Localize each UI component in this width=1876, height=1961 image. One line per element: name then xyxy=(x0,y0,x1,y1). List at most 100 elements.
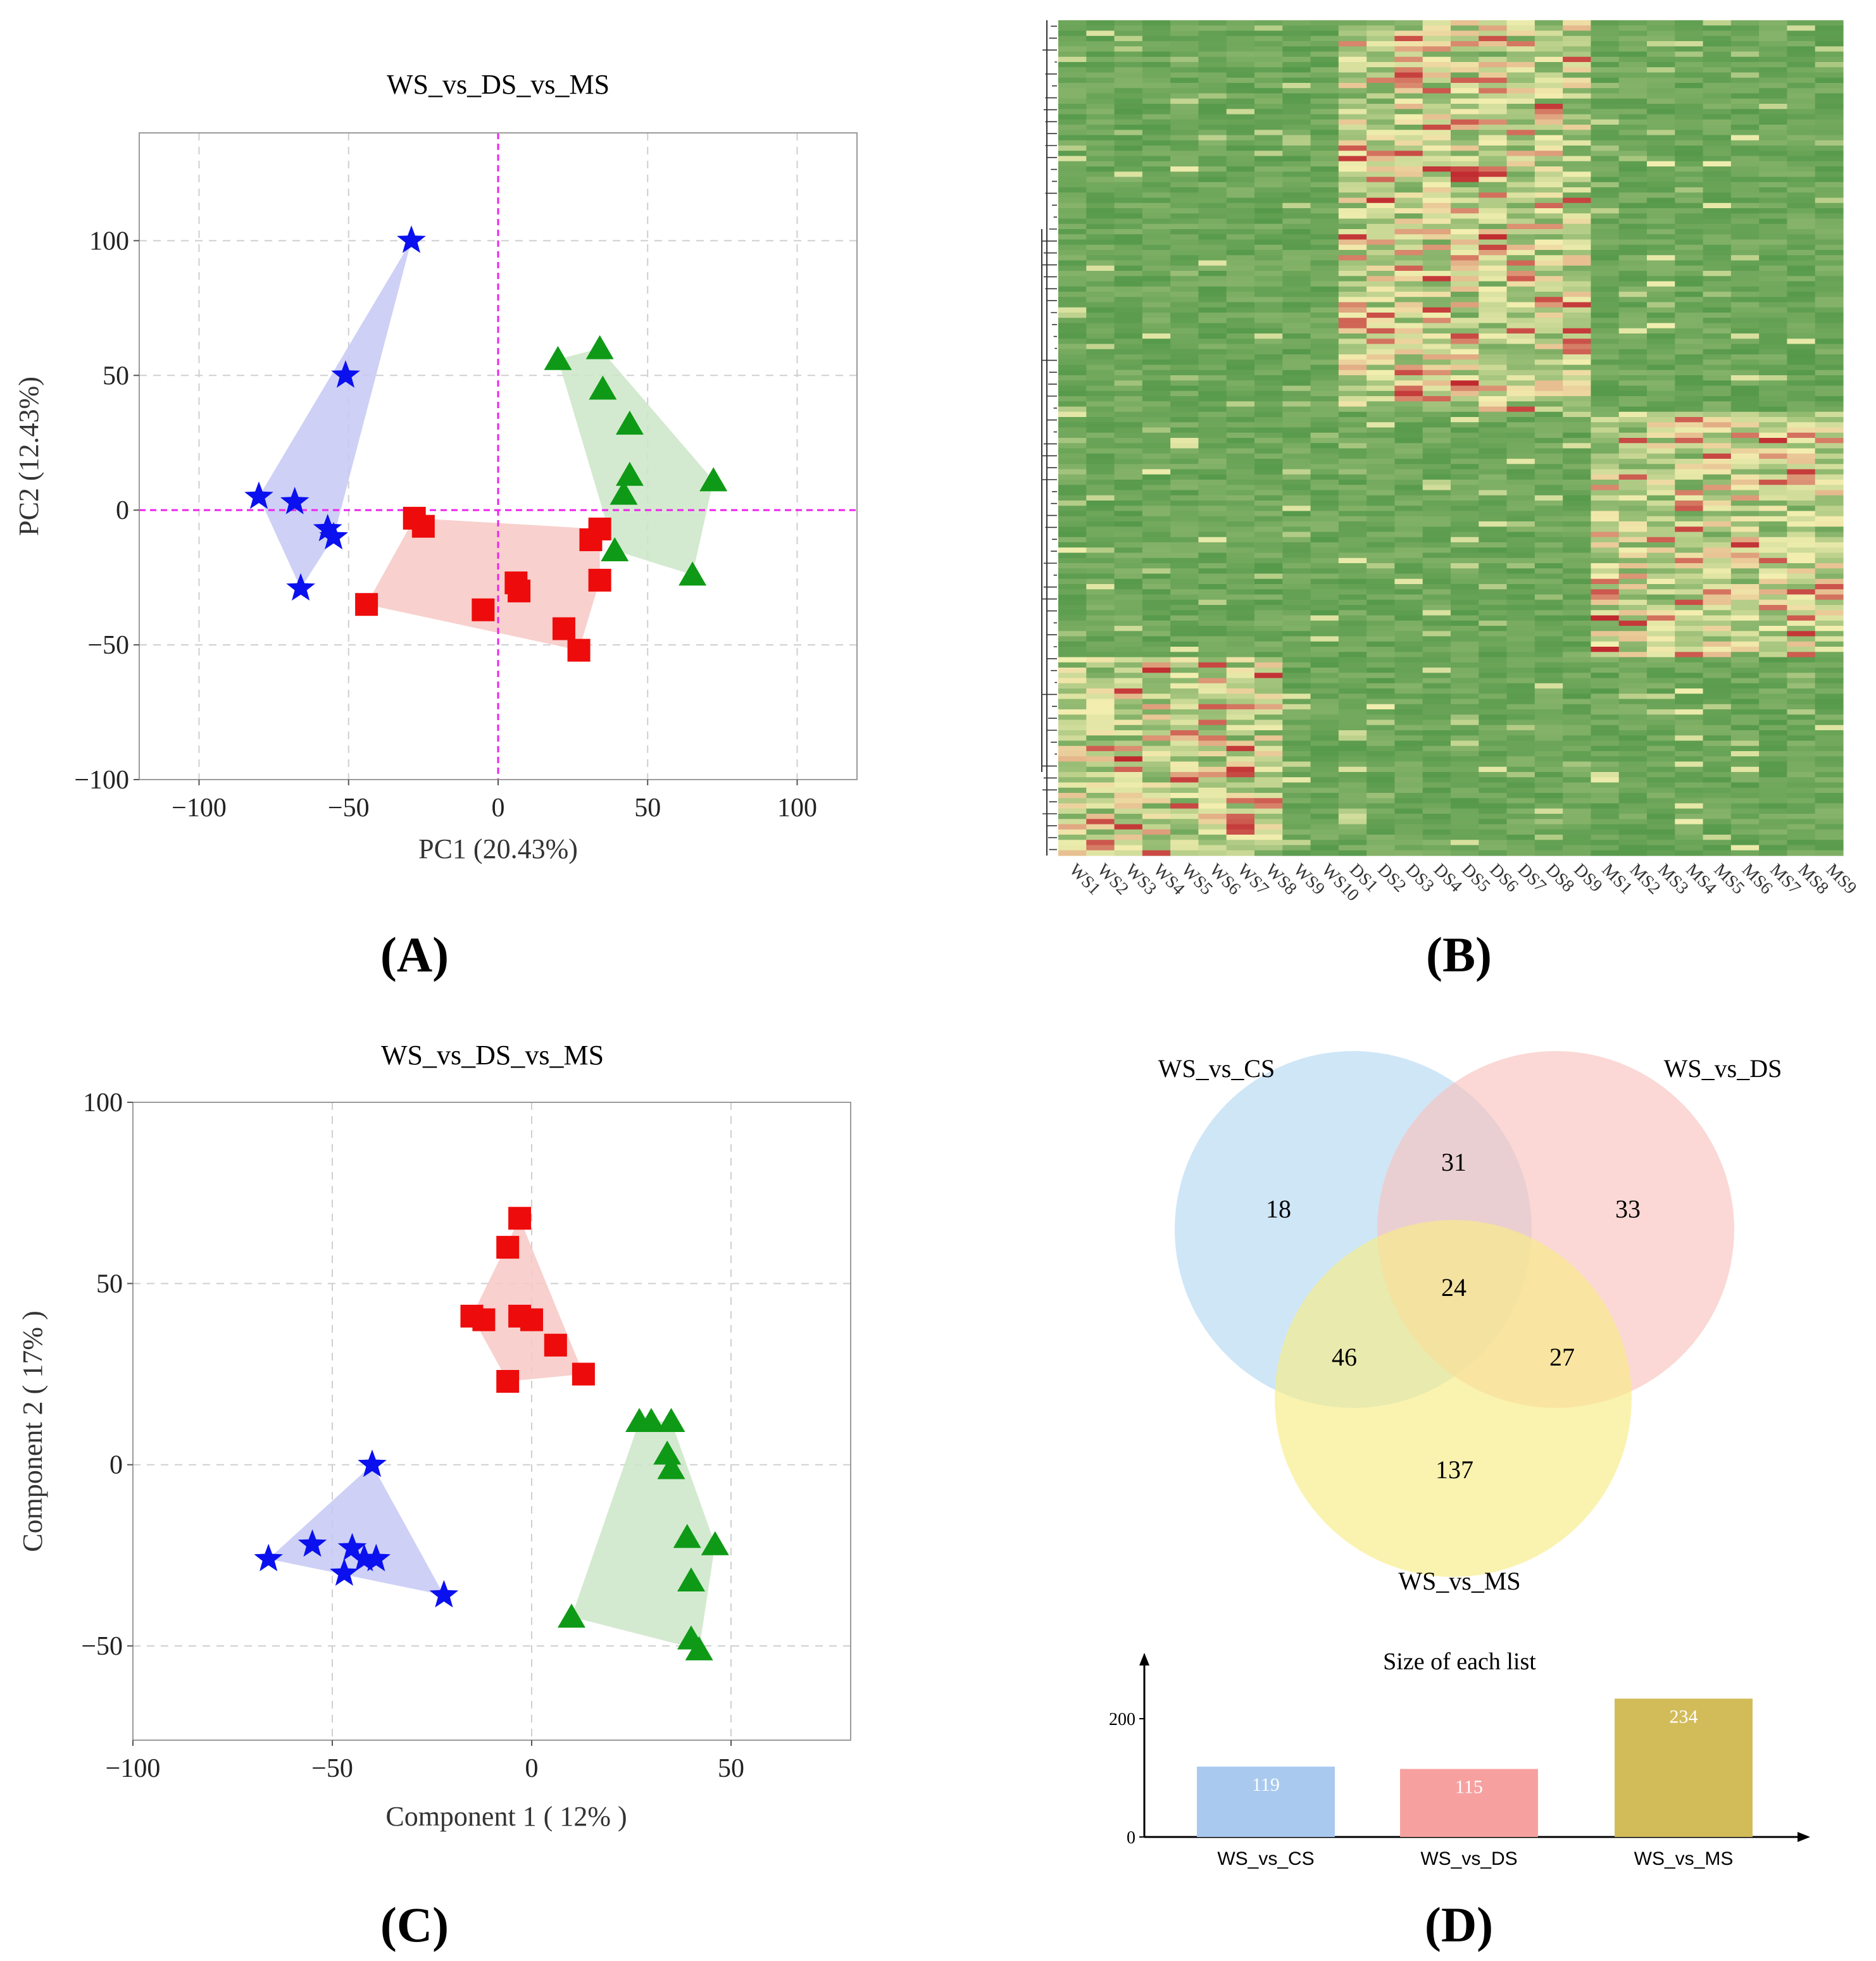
heatmap-cell xyxy=(1366,265,1396,271)
heatmap-cell xyxy=(1451,328,1479,334)
heatmap-cell xyxy=(1591,318,1620,324)
heatmap-cell xyxy=(1058,787,1087,794)
heatmap-cell xyxy=(1394,234,1423,240)
heatmap-cell xyxy=(1618,647,1648,652)
heatmap-cell xyxy=(1591,390,1620,397)
heatmap-cell xyxy=(1618,30,1648,37)
heatmap-cell xyxy=(1058,77,1087,84)
heatmap-cell xyxy=(1282,453,1311,459)
heatmap-cell xyxy=(1563,751,1592,757)
heatmap-cell xyxy=(1815,46,1844,53)
panel-c-label: (C) xyxy=(380,1897,449,1952)
heatmap-cell xyxy=(1647,547,1675,554)
heatmap-cell xyxy=(1618,401,1648,408)
heatmap-cell xyxy=(1787,459,1816,464)
heatmap-cell xyxy=(1338,130,1367,136)
heatmap-cell xyxy=(1422,271,1451,277)
heatmap-cell xyxy=(1394,537,1423,543)
heatmap-cell xyxy=(1703,829,1732,835)
heatmap-cell xyxy=(1563,56,1592,63)
heatmap-cell xyxy=(1759,370,1788,376)
heatmap-cell xyxy=(1618,265,1648,271)
heatmap-cell xyxy=(1787,516,1816,522)
heatmap-cell xyxy=(1338,370,1367,376)
heatmap-cell xyxy=(1198,578,1227,585)
heatmap-cell xyxy=(1506,62,1535,68)
heatmap-cell xyxy=(1506,485,1535,491)
heatmap-cell xyxy=(1506,615,1535,621)
heatmap-cell xyxy=(1591,67,1620,73)
heatmap-cell xyxy=(1730,474,1760,480)
heatmap-cell xyxy=(1282,485,1311,491)
heatmap-cell xyxy=(1703,318,1732,324)
heatmap-cell xyxy=(1422,51,1451,58)
heatmap-cell xyxy=(1675,432,1704,439)
heatmap-cell xyxy=(1479,239,1508,246)
heatmap-cell xyxy=(1394,641,1423,647)
heatmap-cell xyxy=(1310,652,1339,658)
heatmap-cell xyxy=(1142,730,1171,736)
heatmap-cell xyxy=(1114,354,1143,360)
heatmap-cell xyxy=(1254,641,1283,647)
heatmap-cell xyxy=(1338,787,1367,794)
heatmap-cell xyxy=(1086,683,1115,689)
heatmap-cell xyxy=(1618,464,1648,470)
heatmap-cell xyxy=(1675,850,1704,856)
heatmap-cell xyxy=(1618,589,1648,595)
heatmap-cell xyxy=(1394,250,1423,256)
heatmap-cell xyxy=(1479,370,1508,376)
heatmap-cell xyxy=(1647,286,1675,292)
heatmap-cell xyxy=(1534,328,1563,334)
panel-c-point-ms xyxy=(673,1524,701,1548)
heatmap-cell xyxy=(1198,187,1227,193)
heatmap-cell xyxy=(1479,641,1508,647)
heatmap-cell xyxy=(1647,98,1675,104)
heatmap-cell xyxy=(1170,271,1199,277)
heatmap-cell xyxy=(1254,745,1283,752)
heatmap-cell xyxy=(1815,307,1844,313)
heatmap-cell xyxy=(1226,501,1255,506)
heatmap-cell xyxy=(1282,417,1311,423)
heatmap-cell xyxy=(1479,819,1508,825)
heatmap-cell xyxy=(1282,777,1311,783)
heatmap-cell xyxy=(1703,171,1732,178)
heatmap-cell xyxy=(1198,840,1227,846)
heatmap-cell xyxy=(1730,808,1760,814)
heatmap-cell xyxy=(1591,688,1620,694)
heatmap-cell xyxy=(1170,725,1199,731)
heatmap-cell xyxy=(1058,427,1087,433)
heatmap-cell xyxy=(1759,281,1788,287)
heatmap-cell xyxy=(1787,223,1816,230)
heatmap-cell xyxy=(1226,292,1255,297)
heatmap-cell xyxy=(1422,20,1451,26)
heatmap-cell xyxy=(1563,735,1592,742)
heatmap-cell xyxy=(1394,803,1423,809)
heatmap-cell xyxy=(1730,77,1760,84)
heatmap-cell xyxy=(1338,714,1367,721)
heatmap-cell xyxy=(1563,719,1592,726)
heatmap-cell xyxy=(1506,265,1535,271)
heatmap-cell xyxy=(1366,297,1396,303)
heatmap-cell xyxy=(1198,35,1227,42)
heatmap-cell xyxy=(1114,568,1143,575)
heatmap-cell xyxy=(1058,182,1087,188)
heatmap-cell xyxy=(1086,182,1115,188)
heatmap-cell xyxy=(1170,798,1199,804)
heatmap-cell xyxy=(1422,396,1451,402)
heatmap-cell xyxy=(1170,719,1199,726)
heatmap-cell xyxy=(1254,30,1283,37)
heatmap-cell xyxy=(1254,411,1283,418)
heatmap-cell xyxy=(1282,694,1311,700)
heatmap-cell xyxy=(1591,626,1620,632)
heatmap-cell xyxy=(1479,339,1508,345)
heatmap-cell xyxy=(1647,218,1675,225)
heatmap-cell xyxy=(1534,427,1563,433)
heatmap-cell xyxy=(1759,255,1788,261)
heatmap-cell xyxy=(1394,333,1423,339)
heatmap-cell xyxy=(1114,359,1143,366)
heatmap-cell xyxy=(1703,620,1732,626)
heatmap-cell xyxy=(1254,532,1283,538)
heatmap-cell xyxy=(1394,427,1423,433)
heatmap-cell xyxy=(1226,824,1255,830)
heatmap-cell xyxy=(1703,77,1732,84)
